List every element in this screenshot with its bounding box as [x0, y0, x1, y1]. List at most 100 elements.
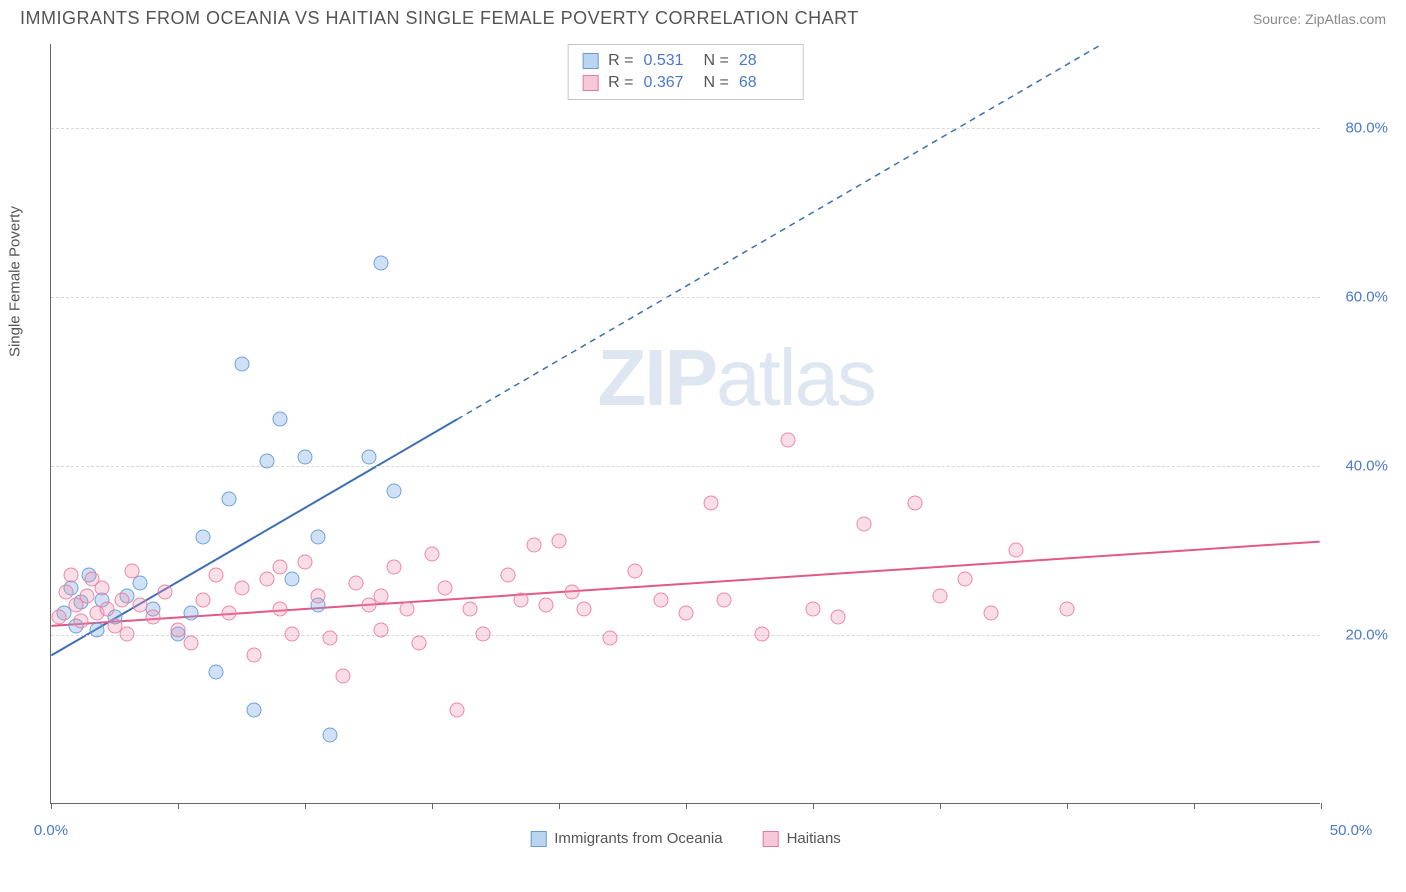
y-axis-label: Single Female Poverty — [7, 206, 24, 357]
data-point — [806, 601, 821, 616]
data-point — [983, 606, 998, 621]
data-point — [933, 589, 948, 604]
r-label: R = — [608, 52, 633, 70]
x-tick — [51, 803, 52, 809]
data-point — [526, 538, 541, 553]
data-point — [361, 449, 376, 464]
gridline-horizontal — [51, 466, 1320, 467]
x-tick-label: 0.0% — [34, 822, 68, 839]
data-point — [412, 635, 427, 650]
data-point — [386, 483, 401, 498]
legend-item-haitians: Haitians — [763, 830, 841, 847]
legend-label-haitians: Haitians — [787, 830, 841, 847]
trend-lines-svg — [51, 44, 1320, 803]
data-point — [336, 669, 351, 684]
data-point — [196, 593, 211, 608]
data-point — [780, 432, 795, 447]
data-point — [602, 631, 617, 646]
data-point — [856, 517, 871, 532]
n-value-haitians: 68 — [739, 74, 789, 92]
data-point — [386, 559, 401, 574]
legend-item-oceania: Immigrants from Oceania — [530, 830, 722, 847]
data-point — [259, 454, 274, 469]
data-point — [323, 631, 338, 646]
y-tick-label: 40.0% — [1328, 458, 1388, 475]
data-point — [89, 622, 104, 637]
data-point — [552, 534, 567, 549]
data-point — [513, 593, 528, 608]
y-tick-label: 60.0% — [1328, 289, 1388, 306]
legend-label-oceania: Immigrants from Oceania — [554, 830, 722, 847]
x-tick — [686, 803, 687, 809]
data-point — [374, 255, 389, 270]
data-point — [209, 568, 224, 583]
data-point — [285, 627, 300, 642]
data-point — [196, 530, 211, 545]
correlation-stats-box: R = 0.531 N = 28 R = 0.367 N = 68 — [567, 44, 804, 100]
data-point — [115, 593, 130, 608]
data-point — [158, 584, 173, 599]
data-point — [64, 568, 79, 583]
data-point — [310, 530, 325, 545]
data-point — [132, 597, 147, 612]
chart-header: IMMIGRANTS FROM OCEANIA VS HAITIAN SINGL… — [0, 0, 1406, 33]
swatch-blue-icon — [582, 53, 598, 69]
data-point — [564, 584, 579, 599]
data-point — [1060, 601, 1075, 616]
data-point — [577, 601, 592, 616]
data-point — [374, 589, 389, 604]
swatch-pink-icon — [763, 831, 779, 847]
x-tick — [432, 803, 433, 809]
data-point — [171, 622, 186, 637]
y-tick-label: 20.0% — [1328, 627, 1388, 644]
data-point — [425, 546, 440, 561]
data-point — [831, 610, 846, 625]
data-point — [272, 601, 287, 616]
x-tick — [559, 803, 560, 809]
data-point — [679, 606, 694, 621]
data-point — [539, 597, 554, 612]
data-point — [298, 449, 313, 464]
data-point — [132, 576, 147, 591]
data-point — [234, 356, 249, 371]
data-point — [145, 610, 160, 625]
x-tick — [1067, 803, 1068, 809]
x-tick — [940, 803, 941, 809]
data-point — [348, 576, 363, 591]
data-point — [272, 559, 287, 574]
data-point — [475, 627, 490, 642]
x-tick — [305, 803, 306, 809]
data-point — [79, 589, 94, 604]
data-point — [463, 601, 478, 616]
data-point — [183, 606, 198, 621]
data-point — [120, 627, 135, 642]
data-point — [234, 580, 249, 595]
x-tick — [813, 803, 814, 809]
plot-area: Single Female Poverty ZIPatlas R = 0.531… — [50, 44, 1320, 804]
gridline-horizontal — [51, 635, 1320, 636]
data-point — [374, 622, 389, 637]
data-point — [450, 703, 465, 718]
data-point — [125, 563, 140, 578]
data-point — [247, 648, 262, 663]
swatch-pink-icon — [582, 75, 598, 91]
data-point — [1009, 542, 1024, 557]
data-point — [94, 580, 109, 595]
r-value-haitians: 0.367 — [644, 74, 694, 92]
legend-bottom: Immigrants from Oceania Haitians — [530, 830, 841, 847]
chart-title: IMMIGRANTS FROM OCEANIA VS HAITIAN SINGL… — [20, 8, 859, 29]
n-label: N = — [704, 74, 729, 92]
gridline-horizontal — [51, 297, 1320, 298]
source-attribution: Source: ZipAtlas.com — [1253, 11, 1386, 27]
chart-container: Single Female Poverty ZIPatlas R = 0.531… — [50, 44, 1390, 819]
data-point — [272, 411, 287, 426]
data-point — [704, 496, 719, 511]
data-point — [437, 580, 452, 595]
data-point — [209, 665, 224, 680]
data-point — [183, 635, 198, 650]
y-tick-label: 80.0% — [1328, 120, 1388, 137]
x-tick — [1321, 803, 1322, 809]
data-point — [51, 610, 66, 625]
n-label: N = — [704, 52, 729, 70]
x-tick — [178, 803, 179, 809]
